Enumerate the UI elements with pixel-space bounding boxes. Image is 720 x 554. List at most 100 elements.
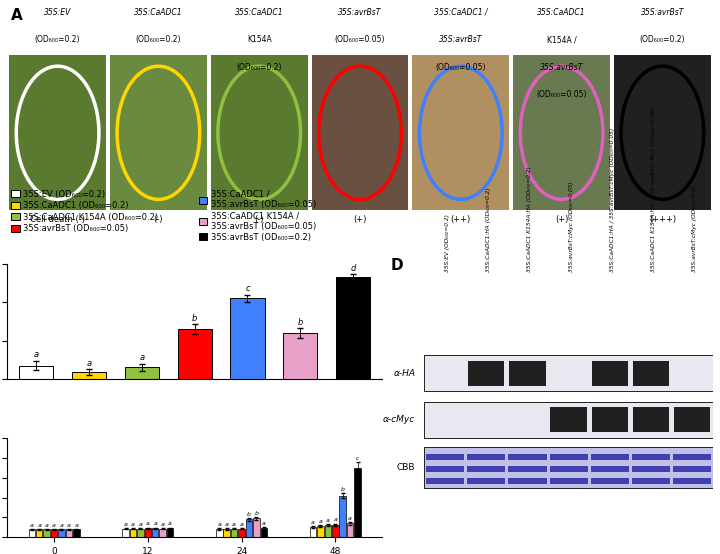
FancyBboxPatch shape <box>467 478 505 484</box>
Bar <box>347 524 354 537</box>
Text: a: a <box>333 517 337 522</box>
Bar <box>29 530 35 537</box>
FancyBboxPatch shape <box>426 466 464 472</box>
Text: d: d <box>351 264 356 273</box>
Text: a: a <box>37 522 41 527</box>
Bar <box>253 519 260 537</box>
FancyBboxPatch shape <box>508 454 546 460</box>
Text: (OD₆₀₀=0.2): (OD₆₀₀=0.2) <box>639 35 685 44</box>
FancyBboxPatch shape <box>590 454 629 460</box>
Text: 35S:avrBsT: 35S:avrBsT <box>338 8 382 17</box>
Text: 35S:EV: 35S:EV <box>44 8 71 17</box>
Text: (+): (+) <box>354 215 366 224</box>
Bar <box>178 329 212 379</box>
Bar <box>318 526 324 537</box>
Text: a: a <box>45 522 48 527</box>
FancyBboxPatch shape <box>426 454 464 460</box>
Legend: 35S:CaADC1 /
35S:avrBsT (OD₆₀₀=0.05), 35S:CaADC1 K154A /
35S:avrBsT (OD₆₀₀=0.05): 35S:CaADC1 / 35S:avrBsT (OD₆₀₀=0.05), 35… <box>199 189 316 242</box>
FancyBboxPatch shape <box>590 466 629 472</box>
Text: a: a <box>240 522 243 527</box>
Text: a: a <box>326 518 330 524</box>
Bar <box>339 496 346 537</box>
Bar <box>66 530 72 537</box>
FancyBboxPatch shape <box>110 55 207 210</box>
Text: b: b <box>254 510 258 516</box>
Text: 35S:avrBsT:cMyc (OD₆₀₀=0.05): 35S:avrBsT:cMyc (OD₆₀₀=0.05) <box>569 181 574 272</box>
Text: a: a <box>67 522 71 527</box>
Text: c: c <box>356 456 359 461</box>
Text: (+++): (+++) <box>649 215 676 224</box>
FancyBboxPatch shape <box>425 447 713 488</box>
Text: (OD₆₀₀=0.05): (OD₆₀₀=0.05) <box>536 90 587 99</box>
FancyBboxPatch shape <box>632 466 670 472</box>
Text: a: a <box>86 359 91 368</box>
Text: b: b <box>192 314 197 323</box>
Bar <box>332 525 338 537</box>
Bar <box>325 525 331 537</box>
Text: c: c <box>246 284 250 293</box>
Text: (OD₆₀₀=0.05): (OD₆₀₀=0.05) <box>436 63 486 71</box>
FancyBboxPatch shape <box>509 361 546 386</box>
Text: 35S:avrBsT: 35S:avrBsT <box>439 35 482 44</box>
Bar <box>145 528 151 537</box>
FancyBboxPatch shape <box>590 478 629 484</box>
FancyBboxPatch shape <box>549 454 588 460</box>
Text: 35S:CaADC1: 35S:CaADC1 <box>235 8 284 17</box>
FancyBboxPatch shape <box>551 407 587 432</box>
Text: (++): (++) <box>451 215 471 224</box>
FancyBboxPatch shape <box>673 454 711 460</box>
Bar <box>125 367 159 379</box>
Text: a: a <box>168 521 172 526</box>
FancyBboxPatch shape <box>673 478 711 484</box>
Bar <box>238 529 245 537</box>
Text: K154A: K154A <box>247 35 271 44</box>
Text: 35S:avrBsT: 35S:avrBsT <box>641 8 684 17</box>
Text: a: a <box>30 522 34 527</box>
Bar <box>51 530 58 537</box>
Text: 35S:avrBsT: 35S:avrBsT <box>540 63 583 71</box>
Text: K154A /: K154A / <box>546 35 577 44</box>
Text: (OD₆₀₀=0.05): (OD₆₀₀=0.05) <box>335 35 385 44</box>
Text: a: a <box>161 522 165 527</box>
Text: CBB: CBB <box>397 463 415 472</box>
Bar <box>261 528 267 537</box>
Bar <box>283 333 318 379</box>
FancyBboxPatch shape <box>467 466 505 472</box>
Text: a: a <box>131 522 135 527</box>
FancyBboxPatch shape <box>508 478 546 484</box>
Bar <box>354 468 361 537</box>
FancyBboxPatch shape <box>633 407 669 432</box>
Bar <box>43 530 50 537</box>
Text: a: a <box>262 521 266 526</box>
Text: 35S:CaADC1:HA (OD₆₀₀=0.2): 35S:CaADC1:HA (OD₆₀₀=0.2) <box>486 187 491 272</box>
Bar <box>72 372 107 379</box>
Text: 35S:CaADC1: 35S:CaADC1 <box>134 8 183 17</box>
Text: 35S:avrBsT:cMyc (OD₆₀₀=0.2): 35S:avrBsT:cMyc (OD₆₀₀=0.2) <box>692 185 697 272</box>
FancyBboxPatch shape <box>425 356 713 391</box>
Text: (OD₆₀₀=0.2): (OD₆₀₀=0.2) <box>135 35 181 44</box>
Bar <box>73 530 80 537</box>
Bar <box>159 529 166 537</box>
Text: A: A <box>11 8 22 23</box>
Text: a: a <box>217 522 221 527</box>
Text: Cell death (-): Cell death (-) <box>30 215 85 224</box>
FancyBboxPatch shape <box>592 361 628 386</box>
Text: a: a <box>124 522 127 527</box>
Text: (-): (-) <box>254 215 264 224</box>
Text: 35S:CaADC1 /: 35S:CaADC1 / <box>434 8 487 17</box>
FancyBboxPatch shape <box>592 407 628 432</box>
Bar <box>336 278 370 379</box>
Text: (OD₆₀₀=0.2): (OD₆₀₀=0.2) <box>35 35 81 44</box>
FancyBboxPatch shape <box>468 361 505 386</box>
Text: a: a <box>153 521 157 526</box>
Text: 35S:CaADC1 K154A:HA / 35S:avrBsT:cMyc (OD₆₀₀=0.05): 35S:CaADC1 K154A:HA / 35S:avrBsT:cMyc (O… <box>651 107 656 272</box>
FancyBboxPatch shape <box>632 478 670 484</box>
Text: α-cMyc: α-cMyc <box>383 416 415 424</box>
Bar <box>223 529 230 537</box>
FancyBboxPatch shape <box>633 361 669 386</box>
FancyBboxPatch shape <box>508 466 546 472</box>
Bar <box>231 529 238 537</box>
Text: a: a <box>232 522 236 527</box>
Text: 35S:CaADC1: 35S:CaADC1 <box>537 8 586 17</box>
FancyBboxPatch shape <box>674 407 711 432</box>
